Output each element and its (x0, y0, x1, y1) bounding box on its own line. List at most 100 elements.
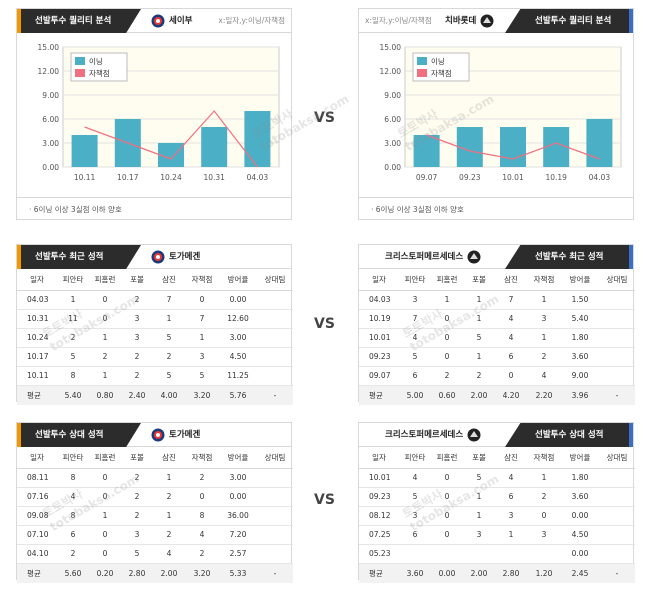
table-row: 09.23 5 0 1 6 2 3.60 (359, 487, 635, 507)
quality-chart-right: 0.00 3.00 6.00 9.00 12.00 15.00 09.07 09.23 10.0… (359, 33, 633, 197)
legend-swatch-line (75, 69, 85, 77)
table-cell: 2 (527, 487, 561, 507)
table-cell: 08.11 (17, 468, 57, 488)
table-cell (399, 544, 431, 564)
average-row: 평균 3.60 0.00 2.00 2.80 1.20 2.45- (359, 563, 635, 583)
table-cell: 2 (153, 347, 185, 367)
table-cell: 10.17 (17, 347, 57, 367)
table-cell: 0 (431, 309, 463, 329)
table-cell: 07.10 (17, 525, 57, 545)
average-cell: 2.20 (527, 385, 561, 405)
team-name-label: 세이부 (169, 16, 193, 26)
table-cell: 0 (527, 506, 561, 526)
average-cell: 0.60 (431, 385, 463, 405)
column-header: 피홈런 (431, 447, 463, 469)
table-cell: 0 (431, 525, 463, 545)
bar (500, 127, 526, 167)
table-cell: 1 (153, 506, 185, 526)
x-tick-label: 09.07 (416, 173, 438, 182)
table-row: 05.23 0.00 (359, 544, 635, 564)
table-cell: 0 (89, 487, 121, 507)
table-cell: 3 (463, 525, 495, 545)
recent-panel-left: 선발투수 최근 성적 토가메겐 일자 피안타 피홈런 포볼 삼진 자책점 방어율 상대팀 04.… (16, 244, 293, 405)
legend-label: 이닝 (431, 56, 445, 66)
legend-label: 자책점 (89, 68, 110, 78)
y-tick-label: 3.00 (384, 139, 401, 148)
table-row: 10.31 11 0 3 1 7 12.60 (17, 309, 293, 329)
average-cell: 평균 (17, 563, 57, 583)
legend-swatch-bar (75, 57, 85, 65)
table-cell (495, 544, 527, 564)
panel-header: 선발투수 상대 성적 토가메겐 (17, 423, 291, 447)
table-cell (599, 544, 635, 564)
table-cell: 10.01 (359, 328, 399, 348)
recent-panel-right: 크리스토퍼메르세데스 선발투수 최근 성적 일자 피안타 피홈런 포볼 삼진 자책점 방어율… (358, 244, 635, 405)
table-cell (431, 544, 463, 564)
table-cell: 6 (399, 366, 431, 386)
table-cell: 1 (431, 290, 463, 310)
x-tick-label: 09.23 (459, 173, 481, 182)
table-cell: 7 (185, 309, 219, 329)
table-cell: 3.60 (561, 487, 599, 507)
table-cell: 0 (431, 347, 463, 367)
quality-panel-right: x:일자,y:이닝/자책점 치바롯데 선발투수 퀄리티 분석 0.00 3.00 6… (358, 8, 634, 220)
table-cell: 5 (399, 487, 431, 507)
table-cell: 1 (89, 328, 121, 348)
table-cell: 0.00 (219, 487, 257, 507)
table-cell (599, 525, 635, 545)
column-header: 포볼 (121, 447, 153, 469)
table-cell (257, 366, 293, 386)
chart-footnote: · 6이닝 이상 3실점 이하 양호 (17, 197, 291, 221)
table-cell: 05.23 (359, 544, 399, 564)
series-line (426, 134, 600, 160)
table-cell: 3 (495, 506, 527, 526)
column-header: 상대팀 (257, 269, 293, 291)
stats-table: 일자 피안타 피홈런 포볼 삼진 자책점 방어율 상대팀 04.03 1 0 2 7 0 0.00 10.31… (17, 269, 293, 405)
table-cell: 2.57 (219, 544, 257, 564)
table-cell: 3 (121, 328, 153, 348)
team-name-label: 치바롯데 (445, 16, 477, 26)
table-cell (599, 328, 635, 348)
column-header: 삼진 (495, 269, 527, 291)
table-cell: 3 (121, 525, 153, 545)
table-cell: 2 (463, 366, 495, 386)
table-cell: 0 (185, 290, 219, 310)
vs-label: VS (314, 316, 335, 332)
y-tick-label: 9.00 (42, 91, 59, 100)
column-header: 삼진 (153, 269, 185, 291)
table-cell: 6 (495, 347, 527, 367)
y-tick-label: 12.00 (38, 67, 60, 76)
team-name: 치바롯데 (445, 9, 494, 33)
table-cell: 4 (153, 544, 185, 564)
average-cell: 5.40 (57, 385, 89, 405)
section-title: 선발투수 최근 성적 (505, 245, 633, 269)
table-cell: 4 (495, 328, 527, 348)
y-tick-label: 15.00 (38, 43, 60, 52)
table-cell: 2 (431, 366, 463, 386)
team-logo-icon (467, 250, 481, 264)
column-header: 피홈런 (89, 269, 121, 291)
team-logo-icon (151, 428, 165, 442)
table-cell: 1 (57, 290, 89, 310)
table-cell: 1 (463, 309, 495, 329)
table-row: 08.12 3 0 1 3 0 0.00 (359, 506, 635, 526)
table-cell: 2 (89, 347, 121, 367)
table-cell: 2 (185, 468, 219, 488)
vs-label: VS (314, 492, 335, 508)
table-cell: 10.11 (17, 366, 57, 386)
average-cell: 평균 (359, 563, 399, 583)
table-cell: 4 (495, 309, 527, 329)
average-cell: 3.96 (561, 385, 599, 405)
table-row: 07.25 6 0 3 1 3 4.50 (359, 525, 635, 545)
column-header: 상대팀 (257, 447, 293, 469)
column-header: 피홈런 (431, 269, 463, 291)
table-cell: 0 (89, 309, 121, 329)
table-cell: 8 (57, 506, 89, 526)
table-cell: 10.24 (17, 328, 57, 348)
average-cell: - (599, 385, 635, 405)
table-row: 10.24 2 1 3 5 1 3.00 (17, 328, 293, 348)
average-cell: 5.33 (219, 563, 257, 583)
table-cell (599, 468, 635, 488)
table-cell: 1 (527, 328, 561, 348)
